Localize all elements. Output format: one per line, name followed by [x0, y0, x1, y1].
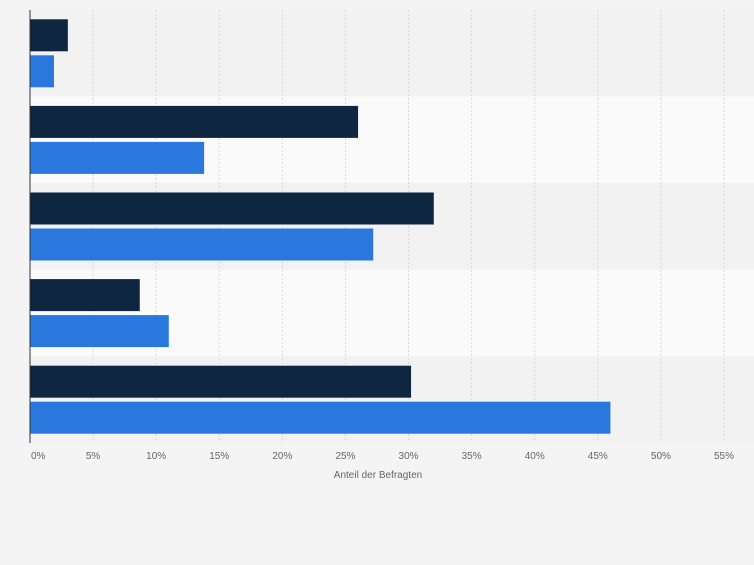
gridlines: [92, 10, 725, 443]
bars: [30, 19, 611, 434]
bar: [30, 228, 374, 261]
bar: [30, 279, 140, 312]
x-tick-label: 35%: [462, 451, 482, 462]
x-tick-label: 55%: [714, 451, 734, 462]
bar: [30, 141, 205, 174]
x-tick-labels: 0% 5% 10% 15% 20% 25% 30% 35% 40% 45% 50% 55%: [31, 451, 734, 462]
bar: [30, 192, 434, 225]
x-axis-title: Anteil der Befragten: [334, 470, 422, 481]
x-tick-label: 45%: [588, 451, 608, 462]
x-tick-label: 20%: [272, 451, 292, 462]
x-tick-label: 25%: [335, 451, 355, 462]
x-tick-label: 50%: [651, 451, 671, 462]
bar: [30, 315, 169, 348]
x-tick-label: 15%: [209, 451, 229, 462]
bar: [30, 55, 54, 88]
bar: [30, 365, 412, 398]
x-tick-label: 40%: [525, 451, 545, 462]
x-tick-label: 10%: [146, 451, 166, 462]
category-band: [30, 10, 754, 97]
x-tick-label: 5%: [86, 451, 101, 462]
x-tick-label: 30%: [399, 451, 419, 462]
bar: [30, 105, 359, 138]
bar: [30, 401, 611, 434]
x-tick-label: 0%: [31, 451, 46, 462]
bar: [30, 19, 68, 52]
